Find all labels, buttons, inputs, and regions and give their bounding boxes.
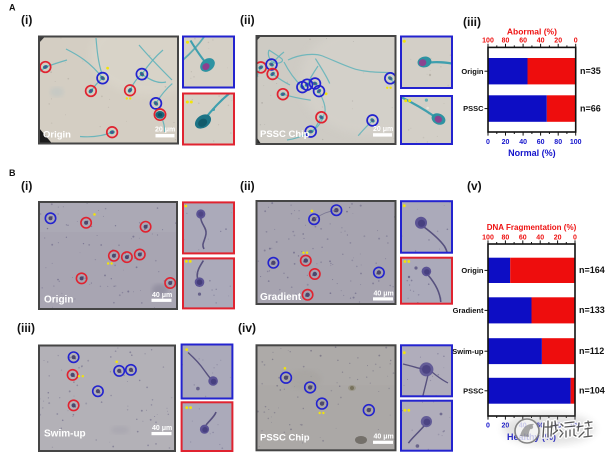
svg-text:0: 0 bbox=[486, 423, 490, 430]
svg-text:20: 20 bbox=[502, 139, 510, 146]
svg-text:PSSC: PSSC bbox=[463, 386, 484, 395]
svg-text:Swim-up: Swim-up bbox=[44, 429, 86, 440]
svg-text:B: B bbox=[9, 168, 16, 178]
svg-text:0: 0 bbox=[573, 235, 577, 242]
svg-text:100: 100 bbox=[482, 38, 494, 45]
svg-text:PSSC: PSSC bbox=[463, 104, 484, 113]
svg-text:0: 0 bbox=[574, 38, 578, 45]
svg-text:Origin: Origin bbox=[461, 67, 484, 76]
svg-text:(ii): (ii) bbox=[240, 179, 255, 193]
svg-text:20 μm: 20 μm bbox=[373, 126, 393, 133]
svg-text:40: 40 bbox=[536, 235, 544, 242]
svg-text:n=164: n=164 bbox=[579, 265, 605, 275]
svg-text:Swim-up: Swim-up bbox=[452, 347, 484, 356]
svg-text:n=112: n=112 bbox=[579, 346, 604, 356]
svg-text:n=104: n=104 bbox=[579, 386, 605, 396]
svg-text:Origin: Origin bbox=[461, 266, 484, 275]
svg-text:40: 40 bbox=[519, 139, 527, 146]
svg-text:(i): (i) bbox=[21, 13, 32, 27]
svg-text:n=35: n=35 bbox=[580, 66, 601, 76]
svg-text:Gradient: Gradient bbox=[453, 306, 484, 315]
svg-text:80: 80 bbox=[502, 235, 510, 242]
svg-text:PSSC Chip: PSSC Chip bbox=[260, 129, 310, 140]
svg-text:40 μm: 40 μm bbox=[152, 425, 172, 432]
svg-text:Gradient: Gradient bbox=[260, 292, 302, 303]
svg-text:100: 100 bbox=[482, 235, 494, 242]
svg-text:(iii): (iii) bbox=[463, 15, 481, 29]
svg-text:Abormal (%): Abormal (%) bbox=[507, 27, 557, 37]
svg-text:40 μm: 40 μm bbox=[374, 291, 394, 298]
svg-text:40: 40 bbox=[537, 38, 545, 45]
svg-text:(ii): (ii) bbox=[240, 13, 255, 27]
svg-text:DNA Fragmentation (%): DNA Fragmentation (%) bbox=[487, 223, 577, 232]
svg-text:0: 0 bbox=[486, 139, 490, 146]
svg-text:60: 60 bbox=[537, 139, 545, 146]
svg-text:20 μm: 20 μm bbox=[155, 127, 175, 134]
svg-text:PSSC Chip: PSSC Chip bbox=[260, 433, 310, 444]
svg-text:20: 20 bbox=[554, 235, 562, 242]
svg-text:n=66: n=66 bbox=[580, 104, 601, 114]
svg-text:(i): (i) bbox=[21, 179, 32, 193]
svg-text:100: 100 bbox=[570, 139, 582, 146]
svg-text:60: 60 bbox=[519, 235, 527, 242]
svg-text:Origin: Origin bbox=[43, 130, 71, 141]
svg-text:A: A bbox=[9, 3, 16, 13]
svg-text:40 μm: 40 μm bbox=[152, 292, 172, 299]
svg-text:n=133: n=133 bbox=[579, 305, 605, 315]
svg-text:40 μm: 40 μm bbox=[374, 434, 394, 441]
svg-text:(v): (v) bbox=[467, 179, 482, 193]
svg-text:(iii): (iii) bbox=[17, 321, 35, 335]
svg-text:Origin: Origin bbox=[44, 295, 73, 306]
svg-text:60: 60 bbox=[519, 38, 527, 45]
svg-text:80: 80 bbox=[554, 139, 562, 146]
svg-text:(iv): (iv) bbox=[238, 321, 256, 335]
svg-text:80: 80 bbox=[502, 38, 510, 45]
svg-text:20: 20 bbox=[554, 38, 562, 45]
svg-text:Normal (%): Normal (%) bbox=[508, 148, 556, 158]
